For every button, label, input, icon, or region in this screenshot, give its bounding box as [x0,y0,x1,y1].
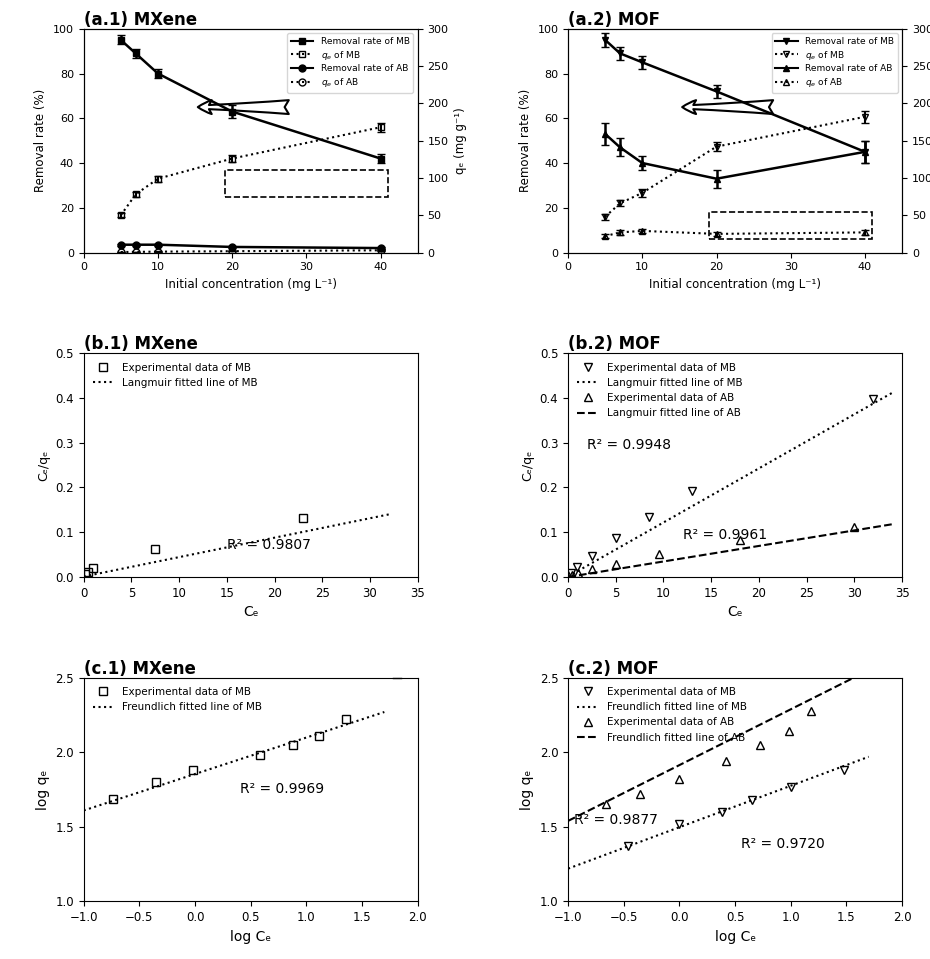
Text: R² = 0.9807: R² = 0.9807 [227,538,311,552]
Legend: Experimental data of MB, Langmuir fitted line of MB: Experimental data of MB, Langmuir fitted… [89,359,262,392]
Text: (c.1) MXene: (c.1) MXene [84,660,195,677]
Text: (a.2) MOF: (a.2) MOF [568,11,660,29]
Text: R² = 0.9961: R² = 0.9961 [683,528,766,542]
Text: R² = 0.9877: R² = 0.9877 [574,813,658,827]
Y-axis label: qₑ (mg g⁻¹): qₑ (mg g⁻¹) [454,107,467,174]
Y-axis label: Removal rate (%): Removal rate (%) [34,89,47,192]
Y-axis label: Cₑ/qₑ: Cₑ/qₑ [37,450,50,480]
Y-axis label: Cₑ/qₑ: Cₑ/qₑ [521,450,534,480]
Legend: Experimental data of MB, Langmuir fitted line of MB, Experimental data of AB, La: Experimental data of MB, Langmuir fitted… [573,359,747,422]
Legend: Experimental data of MB, Freundlich fitted line of MB, Experimental data of AB, : Experimental data of MB, Freundlich fitt… [573,683,751,747]
Text: R² = 0.9948: R² = 0.9948 [587,438,671,453]
Legend: Removal rate of MB, $q_e$ of MB, Removal rate of AB, $q_e$ of AB: Removal rate of MB, $q_e$ of MB, Removal… [772,34,897,93]
X-axis label: Initial concentration (mg L⁻¹): Initial concentration (mg L⁻¹) [165,278,337,291]
X-axis label: log Cₑ: log Cₑ [230,929,272,944]
Legend: Experimental data of MB, Freundlich fitted line of MB: Experimental data of MB, Freundlich fitt… [89,683,266,716]
X-axis label: Initial concentration (mg L⁻¹): Initial concentration (mg L⁻¹) [649,278,821,291]
Text: (b.1) MXene: (b.1) MXene [84,335,197,353]
X-axis label: log Cₑ: log Cₑ [714,929,756,944]
Text: (c.2) MOF: (c.2) MOF [568,660,658,677]
Text: R² = 0.9969: R² = 0.9969 [240,782,324,796]
Y-axis label: log qₑ: log qₑ [520,769,534,809]
Text: (a.1) MXene: (a.1) MXene [84,11,197,29]
Bar [709,212,872,239]
Y-axis label: log qₑ: log qₑ [35,769,50,809]
Bar [225,170,388,197]
Legend: Removal rate of MB, $q_e$ of MB, Removal rate of AB, $q_e$ of AB: Removal rate of MB, $q_e$ of MB, Removal… [287,34,413,93]
Text: (b.2) MOF: (b.2) MOF [568,335,661,353]
Text: R² = 0.9720: R² = 0.9720 [740,837,824,851]
Y-axis label: Removal rate (%): Removal rate (%) [519,89,532,192]
X-axis label: Cₑ: Cₑ [243,605,259,620]
X-axis label: Cₑ: Cₑ [727,605,743,620]
